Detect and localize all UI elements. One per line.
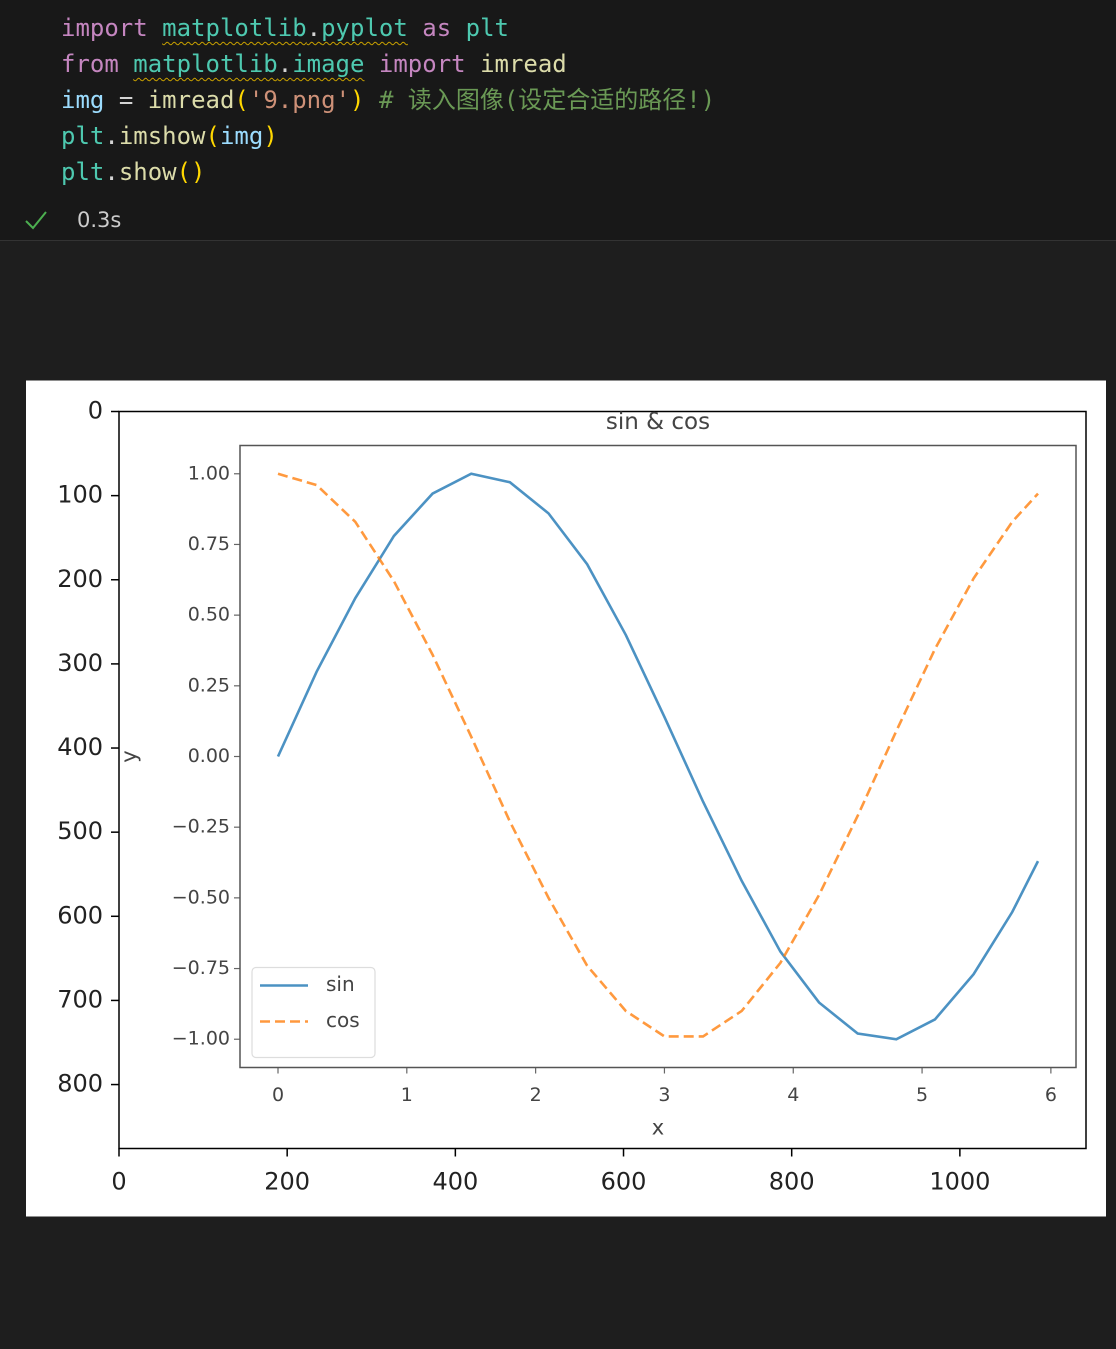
- y-tick-label: 0.50: [188, 604, 230, 626]
- token: plt: [61, 158, 105, 186]
- token: imread: [147, 86, 235, 114]
- y-tick-label: 800: [57, 1070, 103, 1098]
- code-cell[interactable]: import matplotlib.pyplot as plt from mat…: [0, 0, 1116, 241]
- token: show: [118, 158, 177, 186]
- token: imread: [480, 50, 567, 78]
- y-axis-label: y: [117, 750, 141, 762]
- token: plt: [465, 14, 509, 42]
- y-tick-label: 1.00: [188, 462, 230, 484]
- token: import: [61, 14, 148, 42]
- x-tick-label: 3: [658, 1084, 670, 1106]
- y-tick-label: 0.25: [188, 674, 230, 696]
- output: 0 200 400 600 800 1000 0 100 200 300 400 500 600 700 8…: [26, 380, 1106, 1217]
- series-line: [276, 472, 1040, 1041]
- code-line: import matplotlib.pyplot as plt: [61, 13, 509, 43]
- duration: 0.3s: [77, 208, 122, 232]
- token: (): [176, 158, 206, 186]
- code-line: plt.imshow(img): [61, 121, 278, 151]
- token: .: [104, 122, 119, 150]
- token: .: [277, 50, 293, 78]
- token: matplotlib: [162, 14, 307, 42]
- token: (: [234, 86, 249, 114]
- token: '9.png': [248, 86, 351, 114]
- code-line: img = imread('9.png') # 读入图像(设定合适的路径!): [61, 85, 715, 115]
- legend-label: sin: [326, 972, 355, 996]
- token: import: [378, 50, 466, 78]
- check-icon: [25, 211, 47, 230]
- y-tick-label: 400: [57, 733, 103, 761]
- output-image: [26, 380, 1106, 1217]
- token: img: [219, 122, 264, 150]
- x-tick-label: 800: [769, 1168, 815, 1196]
- x-tick-label: 6: [1045, 1084, 1057, 1106]
- y-tick-label: 0.00: [188, 745, 230, 767]
- token: ): [350, 86, 365, 114]
- token: (: [205, 122, 220, 150]
- y-tick-label: 300: [57, 649, 103, 677]
- token: as: [422, 14, 452, 42]
- y-tick-label: −0.75: [172, 957, 230, 979]
- x-tick-label: 0: [272, 1084, 284, 1106]
- token: image: [292, 50, 365, 78]
- notebook: import matplotlib.pyplot as plt from mat…: [0, 0, 1116, 1217]
- token: ): [263, 122, 278, 150]
- chart-title: sin & cos: [606, 409, 710, 435]
- x-tick-label: 5: [916, 1084, 928, 1106]
- x-tick-label: 2: [530, 1084, 542, 1106]
- legend-label: cos: [326, 1008, 360, 1032]
- y-tick-label: 500: [57, 817, 103, 845]
- token: # 读入图像(设定合适的路径!): [378, 86, 716, 114]
- y-tick-label: −1.00: [172, 1028, 230, 1050]
- token: .: [306, 14, 322, 42]
- token: matplotlib: [133, 50, 278, 78]
- x-axis-label: x: [652, 1116, 664, 1140]
- y-tick-label: 0.75: [188, 533, 230, 555]
- y-tick-label: 600: [57, 901, 103, 929]
- legend-box: [251, 966, 376, 1059]
- y-tick-label: 100: [57, 481, 103, 509]
- token: img: [61, 86, 105, 114]
- x-tick-label: 1000: [929, 1168, 990, 1196]
- y-tick-label: −0.25: [172, 816, 230, 838]
- token: imshow: [118, 122, 206, 150]
- y-tick-label: 0: [88, 397, 103, 425]
- y-tick-label: 700: [57, 985, 103, 1013]
- x-tick-label: 600: [601, 1168, 647, 1196]
- x-tick-label: 0: [111, 1168, 126, 1196]
- token: from: [61, 50, 119, 78]
- x-tick-label: 400: [432, 1168, 478, 1196]
- code-line: plt.show(): [61, 157, 206, 187]
- x-tick-label: 1: [401, 1084, 413, 1106]
- token: =: [118, 86, 134, 114]
- code-line: from matplotlib.image import imread: [61, 49, 567, 79]
- y-tick-label: −0.50: [172, 886, 230, 908]
- token: pyplot: [321, 14, 408, 42]
- x-tick-label: 200: [264, 1168, 310, 1196]
- y-tick-label: 200: [57, 565, 103, 593]
- token: .: [104, 158, 119, 186]
- axes-frame: [239, 444, 1077, 1069]
- x-tick-label: 4: [787, 1084, 799, 1106]
- token: plt: [61, 122, 105, 150]
